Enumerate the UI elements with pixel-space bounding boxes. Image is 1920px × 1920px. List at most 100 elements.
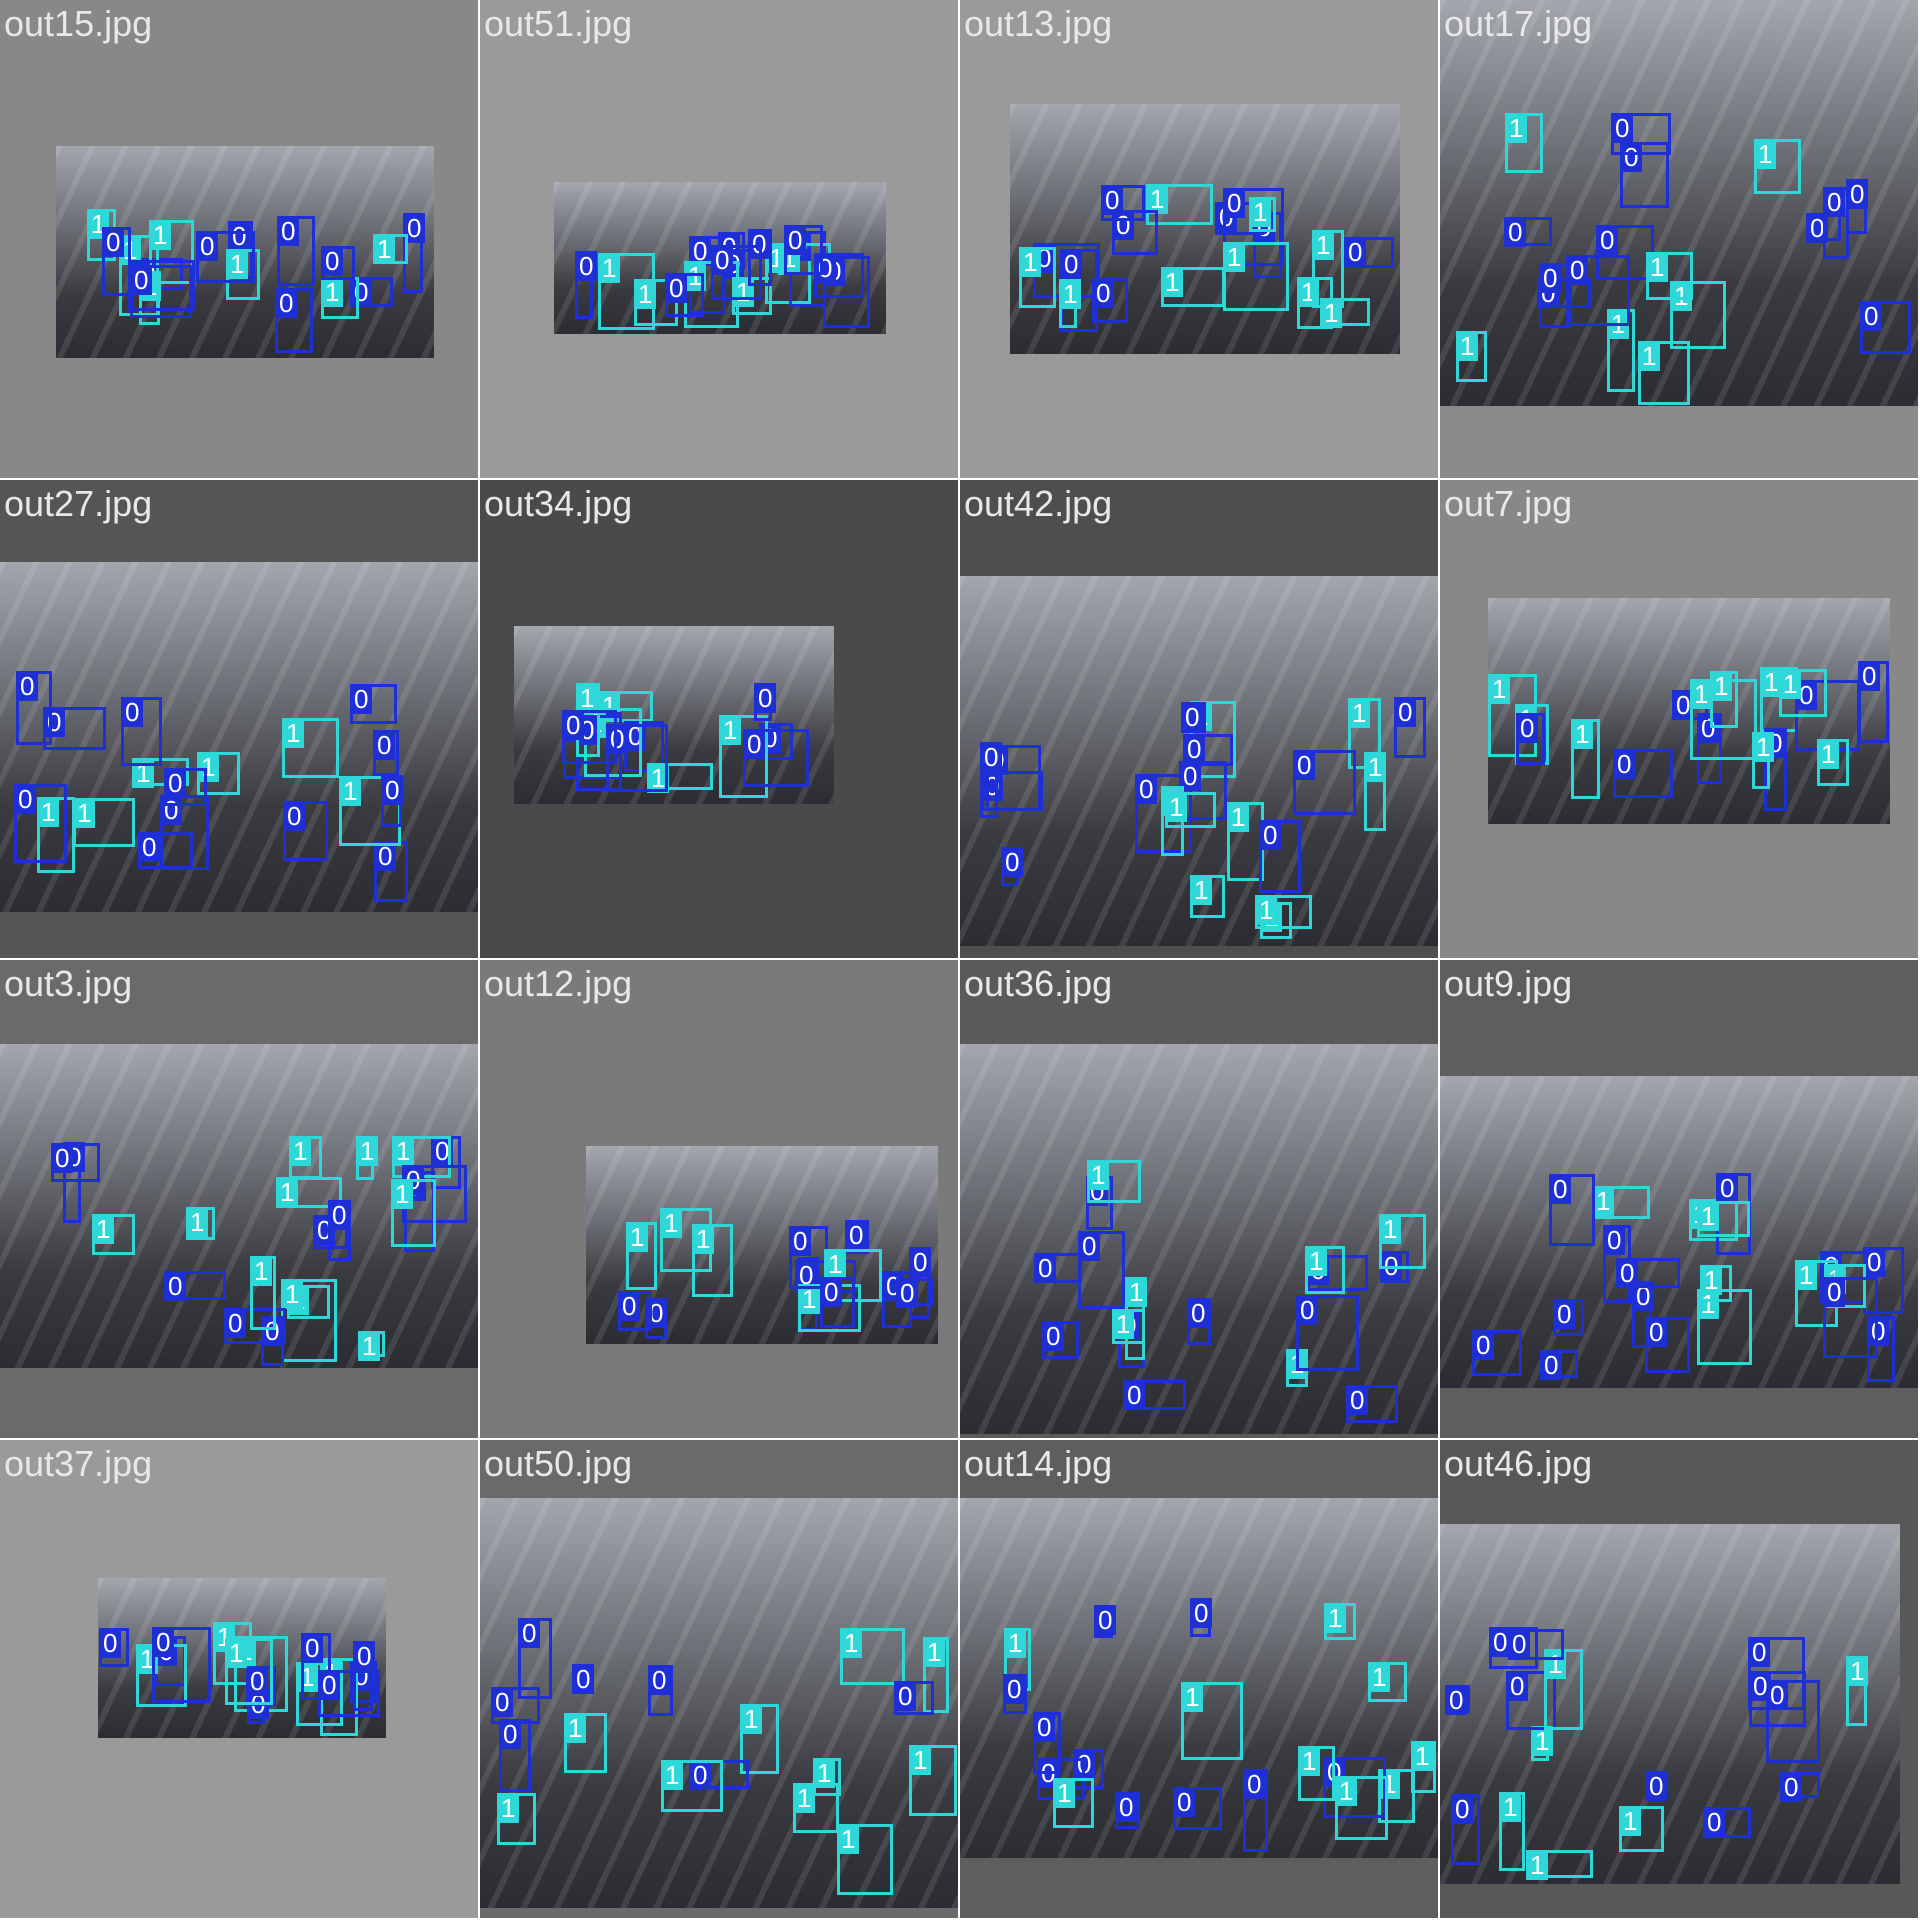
detection-box: 0 xyxy=(1078,1231,1125,1309)
detection-class-label: 0 xyxy=(1451,1794,1474,1824)
detection-box: 0 xyxy=(1344,237,1394,268)
detection-class-label: 0 xyxy=(1867,1316,1890,1346)
detection-class-label: 0 xyxy=(1190,1598,1213,1628)
detection-class-label: 0 xyxy=(1596,225,1619,255)
detection-box: 1 xyxy=(813,1758,841,1796)
tile-filename: out15.jpg xyxy=(4,3,153,44)
detection-class-label: 1 xyxy=(1165,792,1188,822)
detection-box: 0 xyxy=(1823,1277,1878,1358)
tile: out42.jpg 10100010010100101011 xyxy=(960,480,1438,958)
detection-box: 0 xyxy=(16,671,52,745)
detection-box: 0 xyxy=(1293,750,1356,815)
detection-class-label: 0 xyxy=(1645,1771,1668,1801)
detection-box: 1 xyxy=(391,1179,436,1247)
tile-filename: out3.jpg xyxy=(4,963,133,1004)
detection-class-label: 1 xyxy=(1004,1628,1027,1658)
detection-class-label: 0 xyxy=(353,1641,376,1671)
detection-box: 0 xyxy=(1697,713,1722,784)
detection-class-label: 0 xyxy=(1860,301,1883,331)
tile: out9.jpg 10010001000101100100 xyxy=(1440,960,1918,1438)
detection-box: 0 xyxy=(1858,661,1889,743)
detection-class-label: 0 xyxy=(1611,113,1634,143)
detection-box: 1 xyxy=(358,1331,385,1361)
detection-class-label: 0 xyxy=(14,784,37,814)
detection-box: 0 xyxy=(152,1627,211,1703)
detection-class-label: 1 xyxy=(909,1745,932,1775)
detection-box: 1 xyxy=(1087,1160,1141,1203)
detection-box: 0 xyxy=(1042,1321,1079,1359)
detection-class-label: 0 xyxy=(572,1664,595,1694)
detection-box: 0 xyxy=(431,1136,461,1189)
detection-class-label: 1 xyxy=(1379,1214,1402,1244)
detection-class-label: 1 xyxy=(37,797,60,827)
detection-class-label: 1 xyxy=(1670,281,1693,311)
detection-class-label: 0 xyxy=(228,221,251,251)
detection-class-label: 1 xyxy=(186,1207,209,1237)
detection-box: 0 xyxy=(1243,1769,1268,1852)
detection-class-label: 0 xyxy=(374,841,397,871)
detection-box: 0 xyxy=(1183,734,1233,766)
detection-box: 1 xyxy=(1112,1309,1145,1344)
detection-box: 0 xyxy=(1115,1792,1140,1829)
detection-box: 1 xyxy=(1019,247,1056,308)
detection-class-label: 0 xyxy=(754,683,777,713)
detection-class-label: 1 xyxy=(1411,1741,1434,1771)
detection-box: 1 xyxy=(1697,1201,1750,1237)
detection-class-label: 0 xyxy=(1508,1629,1531,1659)
detection-class-label: 0 xyxy=(130,265,153,295)
detection-class-label: 0 xyxy=(403,213,426,243)
detection-class-label: 1 xyxy=(634,279,657,309)
detection-box: 0 xyxy=(164,768,207,806)
detection-class-label: 1 xyxy=(392,1136,415,1166)
tile-filename: out9.jpg xyxy=(1444,963,1573,1004)
detection-class-label: 1 xyxy=(1368,1662,1391,1692)
tile: out34.jpg 1001001001010 xyxy=(480,480,958,958)
detection-class-label: 1 xyxy=(793,1783,816,1813)
detection-box: 1 xyxy=(793,1783,839,1833)
detection-class-label: 0 xyxy=(665,273,688,303)
detection-class-label: 1 xyxy=(497,1793,520,1823)
detection-box: 1 xyxy=(1505,113,1543,173)
detection-box: 0 xyxy=(1259,820,1301,893)
detection-class-label: 0 xyxy=(1187,1298,1210,1328)
tile-filename: out51.jpg xyxy=(484,3,633,44)
detection-class-label: 0 xyxy=(1516,713,1539,743)
detection-box: 0 xyxy=(711,245,762,300)
detection-box: 0 xyxy=(1540,1350,1578,1380)
detection-class-label: 1 xyxy=(373,234,396,264)
detection-class-label: 1 xyxy=(661,1760,684,1790)
detection-box: 1 xyxy=(1165,792,1216,828)
detection-box: 0 xyxy=(1223,188,1284,266)
detection-box: 1 xyxy=(1368,1662,1407,1702)
tile-filename: out46.jpg xyxy=(1444,1443,1593,1484)
detection-box: 0 xyxy=(1451,1794,1480,1865)
detection-box: 0 xyxy=(1173,1787,1222,1830)
detection-class-label: 0 xyxy=(275,288,298,318)
detection-class-label: 1 xyxy=(837,1824,860,1854)
detection-class-label: 0 xyxy=(1716,1173,1739,1203)
photo xyxy=(480,1498,958,1908)
photo xyxy=(1440,1524,1900,1884)
detection-class-label: 1 xyxy=(1059,279,1082,309)
detection-box: 1 xyxy=(289,1136,322,1179)
detection-box: 1 xyxy=(1190,875,1225,918)
detection-box: 0 xyxy=(1867,1316,1895,1382)
detection-box: 0 xyxy=(99,1628,129,1667)
detection-class-label: 1 xyxy=(225,1638,248,1668)
detection-class-label: 1 xyxy=(626,1222,649,1252)
detection-class-label: 1 xyxy=(1298,1746,1321,1776)
detection-class-label: 1 xyxy=(1161,267,1184,297)
detection-class-label: 0 xyxy=(562,710,585,740)
detection-box: 1 xyxy=(1181,1682,1243,1760)
detection-class-label: 0 xyxy=(1123,1380,1146,1410)
detection-box: 0 xyxy=(1445,1685,1470,1715)
detection-class-label: 0 xyxy=(1620,142,1643,172)
detection-class-label: 0 xyxy=(789,1226,812,1256)
detection-class-label: 1 xyxy=(1348,698,1371,728)
detection-class-label: 1 xyxy=(1700,1265,1723,1295)
detection-class-label: 1 xyxy=(1499,1792,1522,1822)
detection-box: 1 xyxy=(1499,1792,1525,1871)
detection-box: 1 xyxy=(1710,671,1738,728)
detection-box: 0 xyxy=(196,231,255,283)
